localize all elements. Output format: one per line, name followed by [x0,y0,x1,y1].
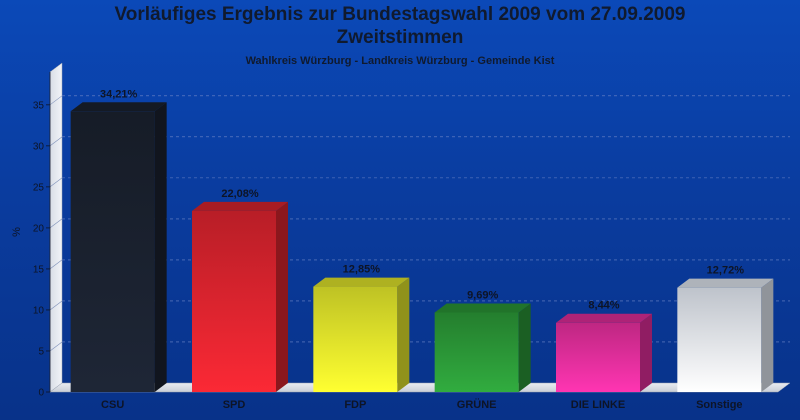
bar-side [640,313,652,392]
bar-top [677,278,774,288]
bar-value-label: 12,72% [707,265,745,277]
y-tick-label: 15 [33,264,45,275]
bar-front [70,111,155,393]
bar-value-label: 12,85% [343,264,381,276]
chart-title: Vorläufiges Ergebnis zur Bundestagswahl … [114,4,686,25]
bar-side [518,303,531,392]
gridline-depth [49,259,63,270]
gridline-depth [49,136,63,147]
bar-gr-ne [434,303,531,392]
x-tick-label: FDP [344,399,366,411]
x-tick-label: GRÜNE [457,398,497,411]
bar-value-label: 22,08% [221,188,259,200]
gridline-depth [49,218,63,229]
bar-fdp [313,277,410,392]
bar-front [556,322,640,392]
x-tick-label: Sonstige [696,399,742,411]
gridline-depth [49,95,63,106]
y-tick-label: 25 [33,182,45,193]
x-tick-label: CSU [101,399,124,411]
gridline-depth [49,300,63,311]
y-tick-label: 35 [33,100,45,111]
gridline-depth [49,341,63,352]
bar-top [192,201,288,211]
gridline-depth [49,177,63,188]
x-tick-label: DIE LINKE [571,399,625,411]
chart-subsubtitle: Wahlkreis Würzburg - Landkreis Würzburg … [245,55,555,67]
bar-top [556,313,652,323]
side-wall [49,62,63,393]
x-tick-label: SPD [223,399,246,411]
bar-front [677,287,762,392]
bar-side [276,201,288,392]
y-tick-label: 10 [33,305,45,316]
y-tick-label: 0 [38,388,44,399]
bar-csu [70,102,167,393]
bar-value-label: 34,21% [100,88,138,100]
bar-front [192,210,276,392]
chart-subtitle: Zweitstimmen [336,27,464,48]
bar-spd [192,201,288,392]
bar-value-label: 9,69% [467,289,498,301]
y-axis-label: % [11,227,23,237]
bar-front [434,312,519,392]
y-tick-label: 5 [38,346,44,357]
bar-top [313,277,410,287]
bar-front [313,286,398,392]
bar-side [154,102,167,393]
bar-sonstige [677,278,774,392]
bar-side [761,278,774,392]
bar-side [397,277,410,392]
y-tick-label: 20 [33,223,45,234]
bar-die-linke [556,313,652,392]
y-tick-label: 30 [33,141,45,152]
bar-top [434,303,531,313]
bar-value-label: 8,44% [588,300,619,312]
bar-top [70,102,167,112]
